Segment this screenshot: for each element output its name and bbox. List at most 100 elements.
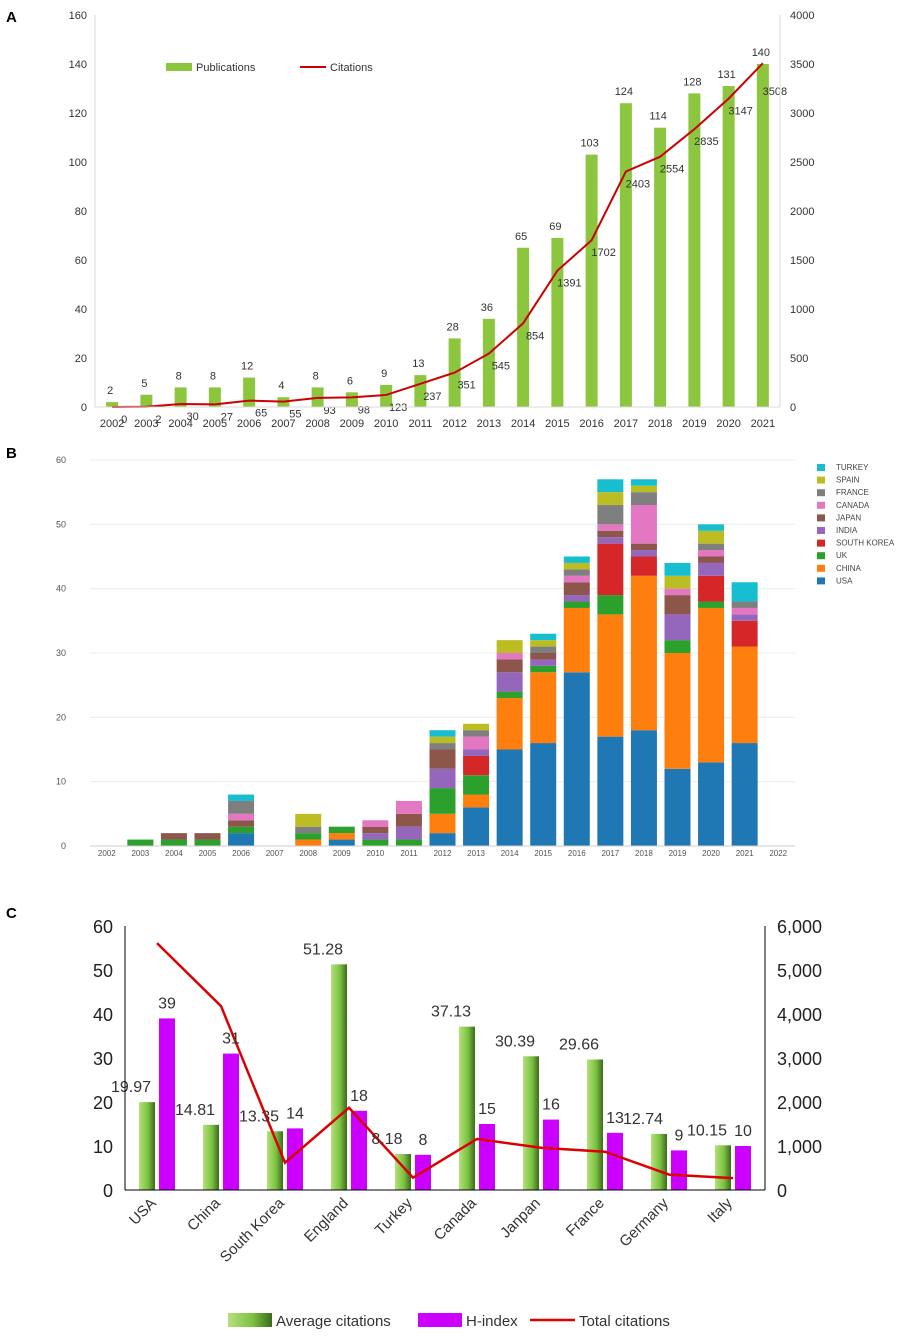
- y-tick-left: 50: [93, 961, 113, 981]
- x-tick-label: 2010: [374, 418, 398, 430]
- y-tick-left: 160: [69, 10, 87, 22]
- data-label-citations: 854: [526, 330, 544, 342]
- y-tick-right: 0: [790, 402, 796, 414]
- bar-segment-usa: [530, 743, 557, 846]
- x-tick-label: 2006: [232, 849, 250, 858]
- data-label-publications: 28: [447, 321, 459, 333]
- bar-segment-uk: [295, 833, 322, 840]
- bar-publications: [174, 387, 187, 407]
- bar-average-citations: [651, 1133, 667, 1190]
- bar-segment-india: [395, 826, 422, 840]
- bar-publications: [345, 392, 358, 407]
- legend-swatch-publications: [166, 63, 192, 71]
- legend-label-h-index: H-index: [466, 1313, 518, 1330]
- data-label-citations: 351: [457, 380, 475, 392]
- data-label-h-index: 39: [158, 995, 176, 1012]
- bar-segment-japan: [160, 833, 187, 840]
- x-tick-label: 2005: [199, 849, 217, 858]
- data-label-publications: 69: [549, 221, 561, 233]
- y-tick-right: 2,000: [777, 1093, 822, 1113]
- bar-publications: [208, 387, 221, 407]
- x-tick-label: 2021: [736, 849, 754, 858]
- bar-segment-turkey: [597, 479, 624, 493]
- data-label-citations: 2835: [694, 136, 718, 148]
- bar-h-index: [351, 1110, 367, 1190]
- data-label-citations: 27: [221, 411, 233, 423]
- x-tick-label: 2015: [534, 849, 552, 858]
- bar-segment-france: [731, 601, 758, 608]
- x-tick-label: 2007: [271, 418, 295, 430]
- data-label-publications: 36: [481, 302, 493, 314]
- data-label-citations: 2403: [626, 179, 650, 191]
- y-tick-right: 3500: [790, 59, 814, 71]
- bar-segment-usa: [463, 807, 490, 846]
- bar-publications: [380, 384, 393, 407]
- data-label-citations: 0: [121, 414, 127, 426]
- panel-b: B 0 10 20 30 40 50 60 2002 2003 2004 2005 2006 2007…: [6, 445, 895, 858]
- y-tick: 50: [56, 519, 66, 529]
- bar-segment-usa: [496, 749, 523, 846]
- x-tick-label: 2006: [237, 418, 261, 430]
- y-tick-left: 40: [93, 1005, 113, 1025]
- data-label-publications: 103: [580, 138, 598, 150]
- bar-segment-usa: [630, 730, 657, 846]
- bar-average-citations: [523, 1056, 539, 1190]
- x-tick-label: 2017: [614, 418, 638, 430]
- y-tick-right: 3000: [790, 108, 814, 120]
- bar-segment-india: [563, 595, 590, 602]
- data-label-publications: 6: [347, 375, 353, 387]
- bar-segment-china: [530, 672, 557, 744]
- y-tick-left: 80: [75, 206, 87, 218]
- x-tick-label: 2017: [601, 849, 619, 858]
- data-label-average-citations: 51.28: [303, 941, 343, 958]
- x-tick-label: China: [184, 1194, 224, 1234]
- bar-segment-south-korea: [597, 543, 624, 596]
- bar-segment-france: [530, 646, 557, 653]
- line-citations: [112, 62, 764, 408]
- bar-segment-india: [530, 659, 557, 666]
- bar-segment-south-korea: [463, 755, 490, 776]
- bar-segment-china: [496, 698, 523, 750]
- bar-segment-uk: [664, 640, 691, 653]
- legend-label-china: CHINA: [836, 564, 862, 573]
- y-tick-left: 140: [69, 59, 87, 71]
- legend-label-canada: CANADA: [836, 501, 870, 510]
- data-label-h-index: 18: [350, 1088, 368, 1105]
- x-tick-label: 2019: [669, 849, 687, 858]
- x-tick-label: 2003: [134, 418, 158, 430]
- x-tick-label: 2018: [635, 849, 653, 858]
- x-tick-label: 2008: [305, 418, 329, 430]
- y-tick-left: 30: [93, 1049, 113, 1069]
- x-tick-label: 2021: [751, 418, 775, 430]
- x-tick-label: Italy: [704, 1194, 736, 1226]
- data-label-citations: 2: [155, 414, 161, 426]
- x-tick-label: Germany: [616, 1194, 672, 1250]
- data-label-citations: 65: [255, 408, 267, 420]
- bar-publications: [482, 318, 495, 407]
- x-tick-label: 2002: [98, 849, 116, 858]
- bar-h-index: [479, 1124, 495, 1190]
- legend-label-france: FRANCE: [836, 488, 869, 497]
- legend-swatch-south-korea: [817, 539, 825, 547]
- bar-segment-usa: [731, 743, 758, 846]
- bar-segment-china: [630, 575, 657, 731]
- legend-label-turkey: TURKEY: [836, 463, 869, 472]
- bar-segment-uk: [530, 665, 557, 673]
- y-tick-left: 60: [75, 255, 87, 267]
- bar-segment-uk: [228, 826, 255, 834]
- data-label-citations: 3147: [728, 106, 752, 118]
- y-tick: 40: [56, 584, 66, 594]
- legend-swatch-h-index: [418, 1313, 462, 1327]
- bar-segment-canada: [597, 524, 624, 531]
- bar-segment-canada: [463, 736, 490, 750]
- data-label-average-citations: 19.97: [111, 1079, 151, 1096]
- y-tick-left: 120: [69, 108, 87, 120]
- bar-segment-uk: [429, 788, 456, 814]
- bar-segment-usa: [228, 833, 255, 846]
- data-label-publications: 8: [313, 370, 319, 382]
- bar-segment-uk: [395, 839, 422, 846]
- x-tick-label: 2008: [299, 849, 317, 858]
- y-tick-left: 20: [93, 1093, 113, 1113]
- bar-publications: [551, 237, 564, 407]
- x-tick-label: 2012: [442, 418, 466, 430]
